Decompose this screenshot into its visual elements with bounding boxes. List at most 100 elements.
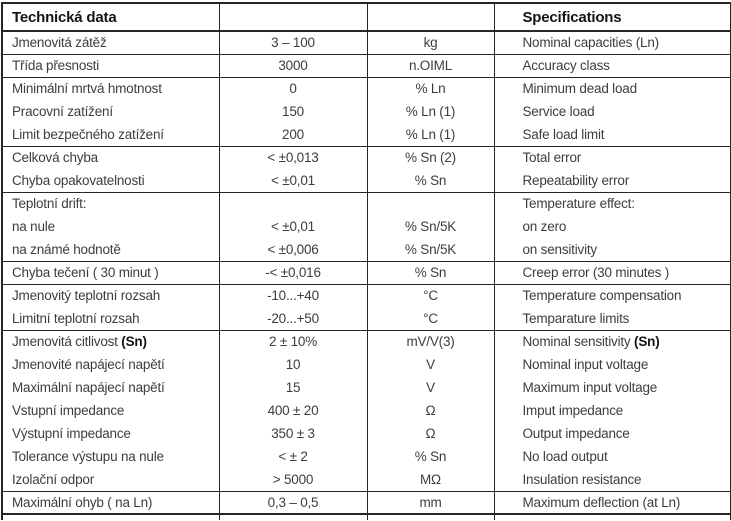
row-unit: n.OIML <box>366 54 494 78</box>
row-value: 3000 <box>218 54 367 78</box>
row-unit: % Sn <box>366 261 494 285</box>
row-value: < ± 2 <box>218 445 367 468</box>
row-value: 350 ± 3 <box>218 422 367 445</box>
row-value: 0,3 – 0,5 <box>218 491 367 515</box>
row-unit: % Sn (2) <box>366 146 494 169</box>
row-value: 400 ± 20 <box>218 399 367 422</box>
row-unit: mm <box>366 491 494 515</box>
row-label: Maximální napájecí napětí <box>1 376 219 399</box>
table-row: na známé hodnotě < ±0,006% Sn/5K on sensit… <box>1 238 731 262</box>
row-unit <box>366 192 494 215</box>
row-label: Jmenovitá citlivost (Sn) <box>1 330 219 353</box>
row-spec: Temparature limits <box>493 307 731 331</box>
row-spec: Nominal sensitivity (Sn) <box>493 330 731 353</box>
table-row: Maximální ohyb ( na Ln) 0,3 – 0,5 mm Maximu… <box>1 491 731 515</box>
row-unit: kg <box>366 31 494 55</box>
row-unit: % Ln (1) <box>366 123 494 147</box>
row-value: 15 <box>218 376 367 399</box>
row-spec: Nominal capacities (Ln) <box>493 31 731 55</box>
row-label: Minimální mrtvá hmotnost <box>1 77 219 100</box>
row-label: Maximální ohyb ( na Ln) <box>1 491 219 515</box>
header-value-column <box>218 2 367 32</box>
header-row: Technická data Specifications <box>1 2 731 32</box>
grid-stub-cell <box>493 514 731 520</box>
row-spec: Repeatability error <box>493 169 731 193</box>
row-label: Tolerance výstupu na nule <box>1 445 219 468</box>
row-value: < ±0,013 <box>218 146 367 169</box>
row-label: Pracovní zatížení <box>1 100 219 123</box>
row-label: Celková chyba <box>1 146 219 169</box>
row-spec: on sensitivity <box>493 238 731 262</box>
row-unit: Ω <box>366 399 494 422</box>
row-value <box>218 192 367 215</box>
row-spec: Insulation resistance <box>493 468 731 492</box>
row-label: Limit bezpečného zatížení <box>1 123 219 147</box>
header-unit-column <box>366 2 494 32</box>
row-unit: °C <box>366 307 494 331</box>
row-label: Limitní teplotní rozsah <box>1 307 219 331</box>
row-spec: Output impedance <box>493 422 731 445</box>
table-row: Jmenovitý teplotní rozsah -10...+40 °C Temp… <box>1 284 731 307</box>
row-value: -20...+50 <box>218 307 367 331</box>
row-label: Vstupní impedance <box>1 399 219 422</box>
table-row: Jmenovitá citlivost (Sn) 2 ± 10% mV/V(3) No… <box>1 330 731 353</box>
row-value: < ±0,01 <box>218 169 367 193</box>
row-label: na známé hodnotě <box>1 238 219 262</box>
row-unit: MΩ <box>366 468 494 492</box>
table-row: Chyba opakovatelnosti < ±0,01% Sn Repeatab… <box>1 169 731 193</box>
row-spec: Imput impedance <box>493 399 731 422</box>
row-unit: V <box>366 376 494 399</box>
row-value: -< ±0,016 <box>218 261 367 285</box>
row-label: Izolační odpor <box>1 468 219 492</box>
row-value: 0 <box>218 77 367 100</box>
row-unit: % Sn <box>366 445 494 468</box>
row-spec: on zero <box>493 215 731 238</box>
row-spec: Accuracy class <box>493 54 731 78</box>
row-value: < ±0,006 <box>218 238 367 262</box>
table-row: Pracovní zatížení 150% Ln (1) Service load <box>1 100 731 123</box>
table-row: Teplotní drift: Temperature effect: <box>1 192 731 215</box>
row-spec: No load output <box>493 445 731 468</box>
row-value: 2 ± 10% <box>218 330 367 353</box>
row-spec: Service load <box>493 100 731 123</box>
grid-stub-cell <box>218 514 367 520</box>
row-unit: °C <box>366 284 494 307</box>
row-spec: Creep error (30 minutes ) <box>493 261 731 285</box>
row-value: < ±0,01 <box>218 215 367 238</box>
row-label: Třída přesnosti <box>1 54 219 78</box>
row-spec: Maximum deflection (at Ln) <box>493 491 731 515</box>
row-label: na nule <box>1 215 219 238</box>
table-row: na nule < ±0,01% Sn/5K on zero <box>1 215 731 238</box>
table-row: Minimální mrtvá hmotnost 0% Ln Minimum dea… <box>1 77 731 100</box>
row-unit: % Sn <box>366 169 494 193</box>
table-row: Vstupní impedance 400 ± 20 Ω Imput impedanc… <box>1 399 731 422</box>
row-value: 150 <box>218 100 367 123</box>
table-row: Jmenovitá zátěž 3 – 100 kg Nominal capaciti… <box>1 31 731 55</box>
row-spec: Temperature compensation <box>493 284 731 307</box>
row-spec: Safe load limit <box>493 123 731 147</box>
table-row: Jmenovité napájecí napětí 10 V Nominal inpu… <box>1 353 731 376</box>
table-row: Chyba tečení ( 30 minut ) -< ±0,016% Sn Cr… <box>1 261 731 285</box>
row-label: Teplotní drift: <box>1 192 219 215</box>
row-value: -10...+40 <box>218 284 367 307</box>
table-row: Tolerance výstupu na nule < ± 2% Sn No loa… <box>1 445 731 468</box>
row-spec: Total error <box>493 146 731 169</box>
table-header: Technická data Specifications <box>1 2 731 32</box>
row-label: Jmenovitý teplotní rozsah <box>1 284 219 307</box>
row-unit: % Ln (1) <box>366 100 494 123</box>
header-technical-data: Technická data <box>1 2 219 32</box>
row-value: 10 <box>218 353 367 376</box>
header-specifications: Specifications <box>493 2 731 32</box>
grid-stub-cell <box>1 514 219 520</box>
table-row: Maximální napájecí napětí 15 V Maximum inpu… <box>1 376 731 399</box>
row-unit: mV/V(3) <box>366 330 494 353</box>
spec-table-body: Jmenovitá zátěž 3 – 100 kg Nominal capaciti… <box>1 31 731 520</box>
grid-stub-row <box>1 514 731 520</box>
row-label: Chyba tečení ( 30 minut ) <box>1 261 219 285</box>
table-row: Limit bezpečného zatížení 200% Ln (1) Safe… <box>1 123 731 147</box>
grid-stub-cell <box>366 514 494 520</box>
table-row: Výstupní impedance 350 ± 3 Ω Output impedan… <box>1 422 731 445</box>
row-unit: V <box>366 353 494 376</box>
row-label: Jmenovité napájecí napětí <box>1 353 219 376</box>
